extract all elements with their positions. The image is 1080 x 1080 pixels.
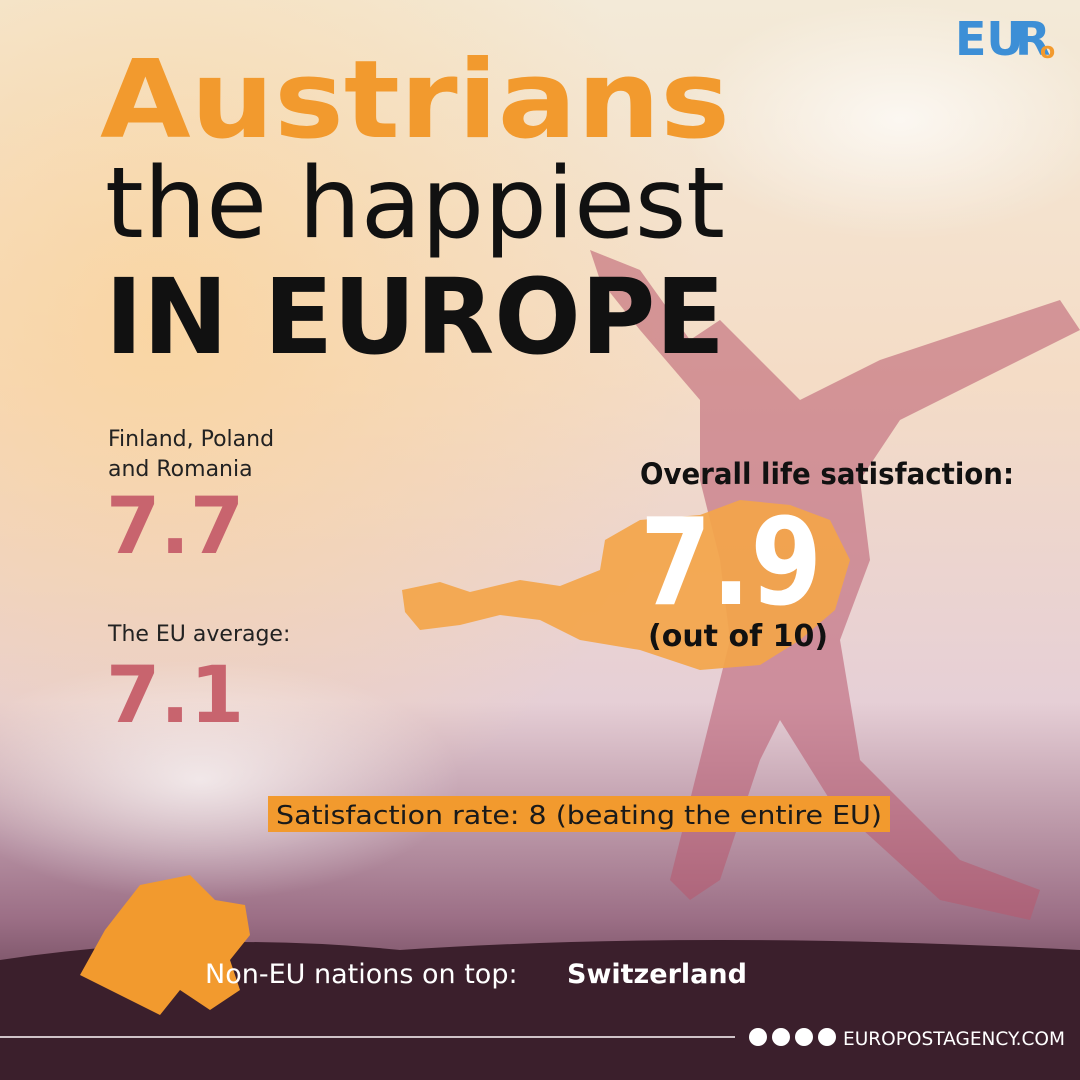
cloud xyxy=(680,0,1080,240)
facebook-icon xyxy=(749,1028,767,1046)
social-icons xyxy=(749,1028,836,1046)
banner-text: Satisfaction rate: 8 (beating the entire… xyxy=(276,801,882,831)
feature-label: Overall life satisfaction: xyxy=(640,457,1014,491)
non-eu-label: Non-EU nations on top: xyxy=(205,959,518,990)
banner-bg xyxy=(268,796,890,832)
ground xyxy=(0,940,1080,1080)
twitter-icon xyxy=(795,1028,813,1046)
headline-line3: IN EUROPE xyxy=(105,256,725,378)
headline-line2: the happiest xyxy=(105,147,725,261)
non-eu-country: Switzerland xyxy=(567,959,747,990)
austria-map xyxy=(402,500,850,670)
logo-accent: R xyxy=(1015,12,1050,66)
headline-line1: Austrians xyxy=(100,38,730,163)
switzerland-map xyxy=(80,875,250,1015)
stat-value: 7.1 xyxy=(106,651,244,741)
stat-value: 7.7 xyxy=(106,482,244,572)
footer-site: EUROPOSTAGENCY.COM xyxy=(843,1028,1065,1050)
cloud xyxy=(0,660,460,900)
instagram-icon xyxy=(772,1028,790,1046)
feature-value: 7.9 xyxy=(640,494,822,633)
logo-main: EU xyxy=(955,12,1024,66)
stat-label: Finland, Poland xyxy=(108,427,274,452)
feature-note: (out of 10) xyxy=(648,619,828,654)
logo: EU R o xyxy=(955,12,1055,66)
logo-small: o xyxy=(1040,39,1055,64)
youtube-icon xyxy=(818,1028,836,1046)
stat-label: and Romania xyxy=(108,457,253,482)
stat-label: The EU average: xyxy=(107,622,290,647)
